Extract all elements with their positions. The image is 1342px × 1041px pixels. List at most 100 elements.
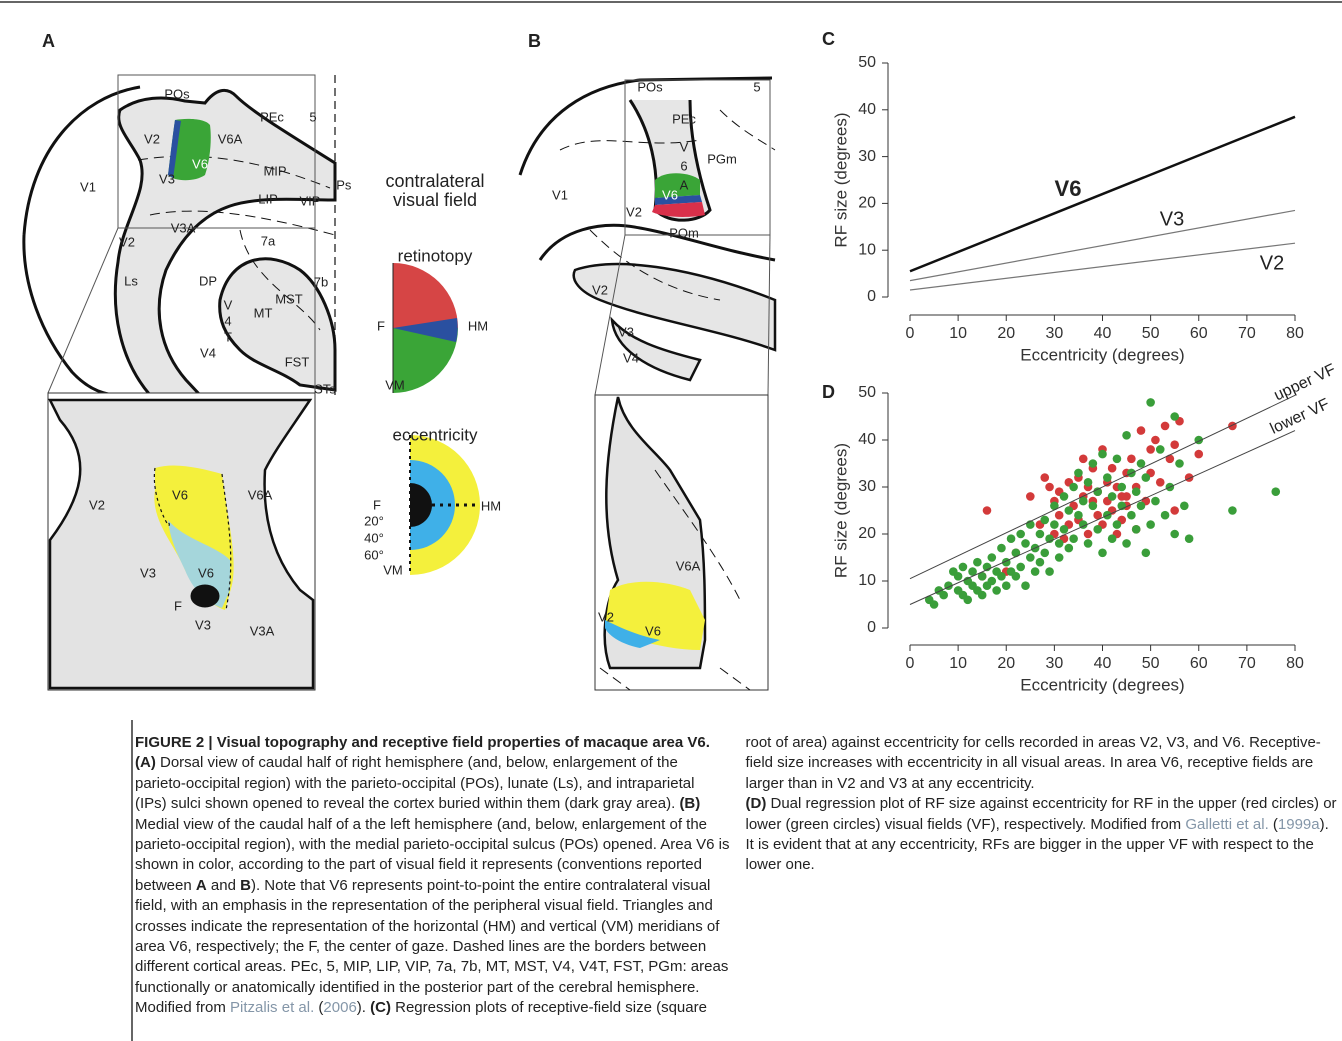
caption-text: and — [207, 877, 240, 894]
scatter-point — [1122, 539, 1131, 548]
scatter-point — [1194, 450, 1203, 459]
legend-title: contralateral — [385, 171, 484, 191]
area-label: V6 — [172, 487, 188, 502]
citation-link[interactable]: 2006 — [323, 999, 356, 1016]
area-label: MT — [254, 305, 273, 320]
scatter-point — [1069, 534, 1078, 543]
scatter-point — [1166, 455, 1175, 464]
area-label: DP — [199, 273, 217, 288]
x-axis-title: Eccentricity (degrees) — [1020, 675, 1184, 694]
series-line — [910, 117, 1295, 271]
series-label: upper VF — [1271, 361, 1338, 404]
area-label: 6 — [680, 158, 687, 173]
scatter-point — [1103, 473, 1112, 482]
zoom-line — [48, 228, 118, 393]
scatter-point — [983, 506, 992, 515]
scatter-point — [1002, 581, 1011, 590]
area-label: PEc — [672, 111, 696, 126]
scatter-point — [1036, 530, 1045, 539]
area-label: V6 — [192, 156, 208, 171]
scatter-point — [1060, 492, 1069, 501]
scatter-point — [1089, 459, 1098, 468]
y-tick-label: 10 — [858, 572, 876, 589]
scatter-point — [1045, 483, 1054, 492]
page: {"panel_a":{"letter":"A","labels":["POs"… — [0, 0, 1342, 1041]
scatter-point — [1137, 426, 1146, 435]
scatter-point — [1122, 431, 1131, 440]
scatter-point — [988, 577, 997, 586]
x-tick-label: 60 — [1190, 655, 1208, 672]
area-label: V6A — [248, 487, 273, 502]
legend-title: visual field — [393, 190, 477, 210]
area-label: 5 — [753, 79, 760, 94]
area-label: FST — [285, 354, 310, 369]
caption-title: FIGURE 2 | Visual topography and recepti… — [135, 734, 710, 751]
area-label: V3A — [250, 623, 275, 638]
caption-text: (A) — [135, 754, 156, 771]
citation-link[interactable]: Galletti et al. — [1185, 816, 1268, 833]
caption-text: (C) — [370, 999, 391, 1016]
scatter-point — [1180, 502, 1189, 511]
scatter-point — [1069, 483, 1078, 492]
scatter-point — [1146, 445, 1155, 454]
y-axis-title: RF size (degrees) — [831, 443, 850, 578]
y-tick-label: 20 — [858, 525, 876, 542]
scatter-point — [1271, 487, 1280, 496]
y-tick-label: 10 — [858, 241, 876, 258]
citation-link[interactable]: 1999a — [1278, 816, 1320, 833]
scatter-point — [1026, 492, 1035, 501]
scatter-point — [1084, 539, 1093, 548]
scatter-point — [930, 600, 939, 609]
scatter-point — [1137, 502, 1146, 511]
area-label: PEc — [260, 109, 284, 124]
scatter-point — [1156, 445, 1165, 454]
scatter-point — [1045, 567, 1054, 576]
scatter-point — [1170, 412, 1179, 421]
scatter-point — [1132, 525, 1141, 534]
scatter-point — [1108, 534, 1117, 543]
scatter-point — [1040, 516, 1049, 525]
scatter-point — [1055, 511, 1064, 520]
area-label: V6A — [676, 558, 701, 573]
scatter-point — [1016, 563, 1025, 572]
scatter-point — [997, 572, 1006, 581]
scatter-point — [992, 586, 1001, 595]
y-tick-label: 50 — [858, 384, 876, 401]
legend-label: F — [377, 318, 385, 333]
area-label: V3 — [159, 171, 175, 186]
scatter-point — [978, 591, 987, 600]
scatter-point — [1084, 530, 1093, 539]
caption-text: A — [196, 877, 207, 894]
x-tick-label: 20 — [997, 655, 1015, 672]
y-tick-label: 40 — [858, 101, 876, 118]
scatter-point — [1016, 530, 1025, 539]
scatter-point — [1146, 398, 1155, 407]
area-label: V1 — [80, 179, 96, 194]
x-tick-label: 50 — [1142, 655, 1160, 672]
scatter-point — [1151, 497, 1160, 506]
area-label: V2 — [592, 282, 608, 297]
area-label: V6 — [645, 623, 661, 638]
caption-text: ). — [357, 999, 370, 1016]
panel-letter: C — [822, 29, 835, 49]
scatter-point — [1151, 436, 1160, 445]
area-label: V — [680, 139, 689, 154]
series-label: V3 — [1160, 208, 1184, 230]
caption-text: (B) — [679, 795, 700, 812]
legend-title: retinotopy — [398, 246, 473, 265]
scatter-point — [1050, 520, 1059, 529]
sulcus-region — [574, 264, 775, 350]
sulcus — [540, 225, 775, 260]
citation-link[interactable]: Pitzalis et al. — [230, 999, 314, 1016]
area-label: V2 — [626, 204, 642, 219]
area-label: 7b — [314, 274, 328, 289]
scatter-point — [1132, 487, 1141, 496]
scatter-point — [963, 596, 972, 605]
x-tick-label: 70 — [1238, 655, 1256, 672]
area-label: MIP — [263, 163, 286, 178]
caption-text: ( — [1269, 816, 1278, 833]
caption-text: B — [240, 877, 251, 894]
scatter-point — [1113, 520, 1122, 529]
scatter-point — [1021, 581, 1030, 590]
